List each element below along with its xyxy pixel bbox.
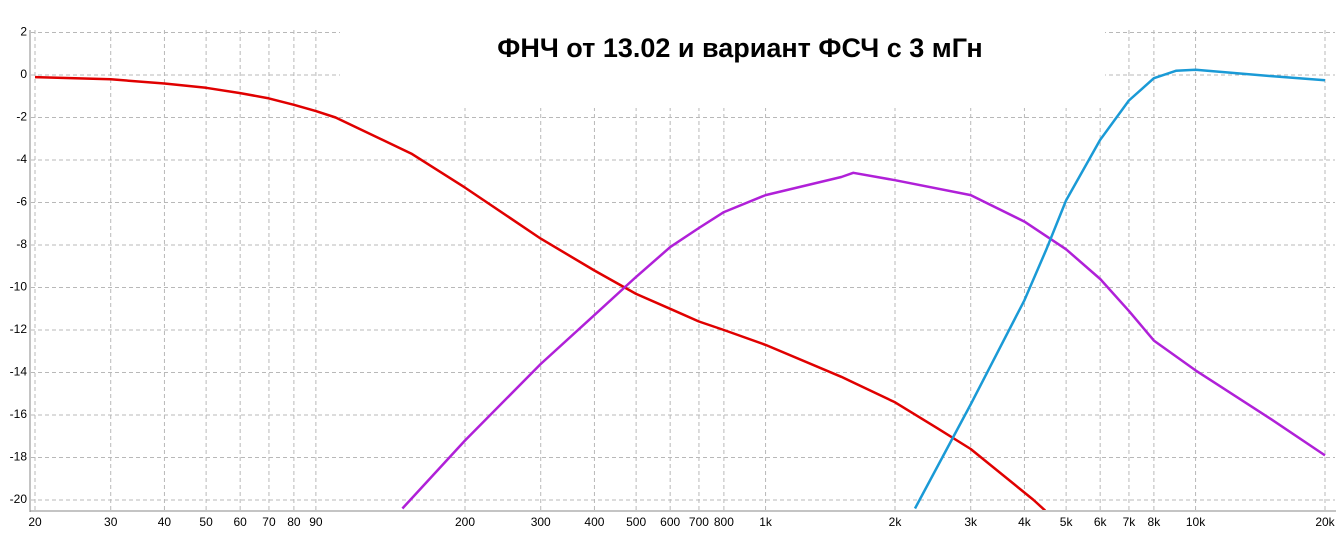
x-tick-label: 30 <box>104 515 118 529</box>
y-tick-label: -10 <box>10 280 28 294</box>
x-tick-label: 2k <box>889 515 903 529</box>
x-tick-label: 10k <box>1186 515 1206 529</box>
x-tick-label: 90 <box>309 515 323 529</box>
x-tick-label: 60 <box>233 515 247 529</box>
y-tick-label: -20 <box>10 492 28 506</box>
x-tick-label: 500 <box>626 515 646 529</box>
x-tick-label: 7k <box>1123 515 1137 529</box>
x-tick-label: 200 <box>455 515 475 529</box>
title-box <box>340 30 1105 108</box>
series-line <box>913 68 1326 510</box>
x-tick-label: 40 <box>158 515 172 529</box>
y-tick-label: -16 <box>10 407 28 421</box>
x-tick-label: 50 <box>199 515 213 529</box>
x-tick-label: 5k <box>1060 515 1074 529</box>
series-line <box>34 75 1047 510</box>
chart-title: ФНЧ от 13.02 и вариант ФСЧ с 3 мГн <box>497 33 982 63</box>
y-tick-label: -8 <box>16 237 27 251</box>
x-tick-label: 80 <box>287 515 301 529</box>
x-tick-label: 4k <box>1018 515 1032 529</box>
x-tick-label: 20 <box>28 515 42 529</box>
x-tick-label: 8k <box>1148 515 1162 529</box>
y-tick-label: -18 <box>10 450 28 464</box>
x-tick-label: 20k <box>1315 515 1335 529</box>
x-tick-label: 300 <box>531 515 551 529</box>
series-line <box>401 171 1326 510</box>
x-tick-label: 400 <box>584 515 604 529</box>
y-tick-label: 0 <box>20 67 27 81</box>
y-tick-label: -14 <box>10 365 28 379</box>
x-tick-label: 6k <box>1094 515 1108 529</box>
lines <box>34 68 1326 510</box>
x-tick-label: 1k <box>759 515 773 529</box>
y-tick-label: -6 <box>16 195 27 209</box>
x-tick-label: 700 <box>689 515 709 529</box>
x-tick-label: 3k <box>964 515 978 529</box>
x-tick-label: 70 <box>262 515 276 529</box>
x-tick-label: 600 <box>660 515 680 529</box>
y-tick-label: -2 <box>16 110 27 124</box>
x-tick-label: 800 <box>714 515 734 529</box>
y-tick-label: -4 <box>16 152 27 166</box>
y-tick-label: -12 <box>10 322 28 336</box>
grid <box>31 30 1335 510</box>
y-tick-label: 2 <box>20 25 27 39</box>
